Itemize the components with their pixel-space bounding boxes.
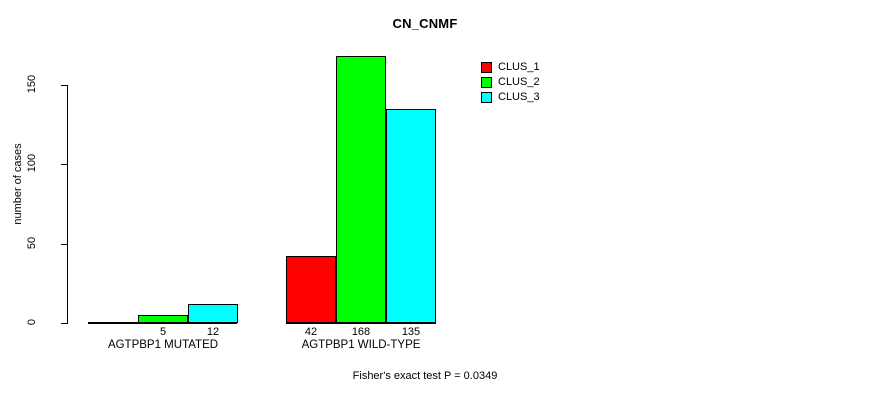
legend-item-label: CLUS_3 [498, 91, 540, 103]
bar-value-label: 135 [401, 326, 421, 338]
footer-annotation-text: Fisher's exact test P = 0.0349 [352, 370, 498, 382]
legend-color-swatch [481, 62, 492, 73]
x-axis-group-label: AGTPBP1 MUTATED [107, 339, 219, 351]
legend-color-swatch [481, 92, 492, 103]
bar [188, 303, 238, 323]
y-axis-tick [61, 164, 67, 166]
bar-value-label: 42 [304, 326, 318, 338]
x-axis-group-label: AGTPBP1 WILD-TYPE [301, 339, 421, 351]
bar [88, 322, 138, 323]
bar [138, 315, 188, 323]
footer-annotation: Fisher's exact test P = 0.0349 [0, 370, 890, 382]
bar [286, 256, 336, 323]
bar-value-label: 5 [159, 326, 167, 338]
legend-color-swatch [481, 77, 492, 88]
y-axis-tick [61, 323, 67, 324]
y-axis-line [67, 85, 68, 324]
bar-value-label: 168 [351, 326, 371, 338]
x-axis-line-group-2 [286, 323, 436, 324]
legend-item: CLUS_2 [481, 75, 540, 90]
legend-item: CLUS_3 [481, 90, 540, 105]
chart-title-text: CN_CNMF [392, 16, 458, 31]
legend-item: CLUS_1 [481, 60, 540, 75]
y-axis-tick-label: 50 [26, 236, 38, 249]
bar [336, 56, 386, 323]
y-axis-title: number of cases [12, 143, 24, 225]
bar-value-label: 12 [206, 326, 220, 338]
y-axis-tick-label: 100 [26, 154, 38, 173]
legend: CLUS_1 CLUS_2 CLUS_3 [481, 60, 540, 105]
legend-item-label: CLUS_2 [498, 76, 540, 88]
y-axis-tick [61, 243, 67, 245]
x-axis-line-group-1 [88, 323, 237, 324]
bar [386, 108, 436, 323]
y-axis-tick-label: 0 [26, 318, 38, 326]
legend-item-label: CLUS_1 [498, 61, 540, 73]
y-axis-tick-label: 150 [26, 74, 38, 94]
chart-title: CN_CNMF [0, 16, 890, 31]
y-axis-tick [61, 85, 67, 86]
